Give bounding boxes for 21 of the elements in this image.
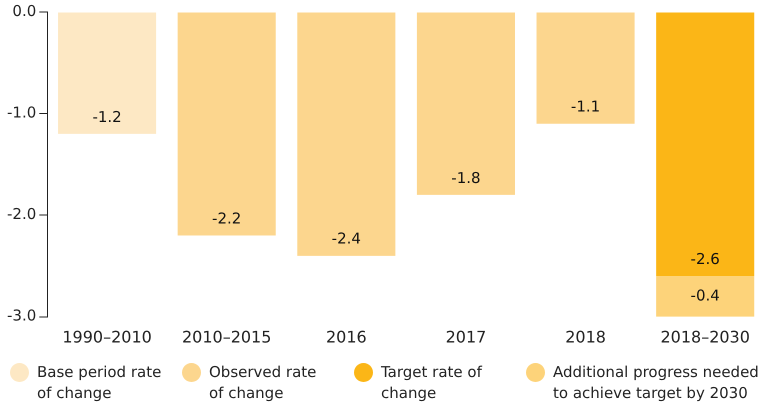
data-label: -2.4 <box>332 230 361 248</box>
data-label: -1.2 <box>92 108 122 126</box>
x-tick-label: 2017 <box>446 328 486 347</box>
x-tick-label: 2016 <box>326 328 367 347</box>
data-label: -0.4 <box>690 286 720 304</box>
legend-label: Base period rate of change <box>37 362 162 404</box>
y-tick-label: -2.0 <box>6 205 36 224</box>
y-tick-label: -3.0 <box>6 306 36 325</box>
data-label: -2.6 <box>690 250 720 268</box>
data-label: -1.8 <box>451 168 481 187</box>
data-label: -1.1 <box>570 98 600 116</box>
legend-label: Target rate of change <box>381 362 484 404</box>
x-tick-label: 2018–2030 <box>660 328 750 347</box>
y-tick-label: -1.0 <box>6 103 36 122</box>
x-tick-label: 2018 <box>565 328 606 347</box>
x-tick-label: 1990–2010 <box>62 328 152 347</box>
legend-label: Observed rate of change <box>209 362 318 404</box>
data-label: -2.2 <box>212 209 242 228</box>
legend-label: Additional progress needed to achieve target by 2030 <box>553 362 760 404</box>
x-tick-label: 2010–2015 <box>182 328 272 347</box>
y-tick-label: 0.0 <box>12 2 36 20</box>
